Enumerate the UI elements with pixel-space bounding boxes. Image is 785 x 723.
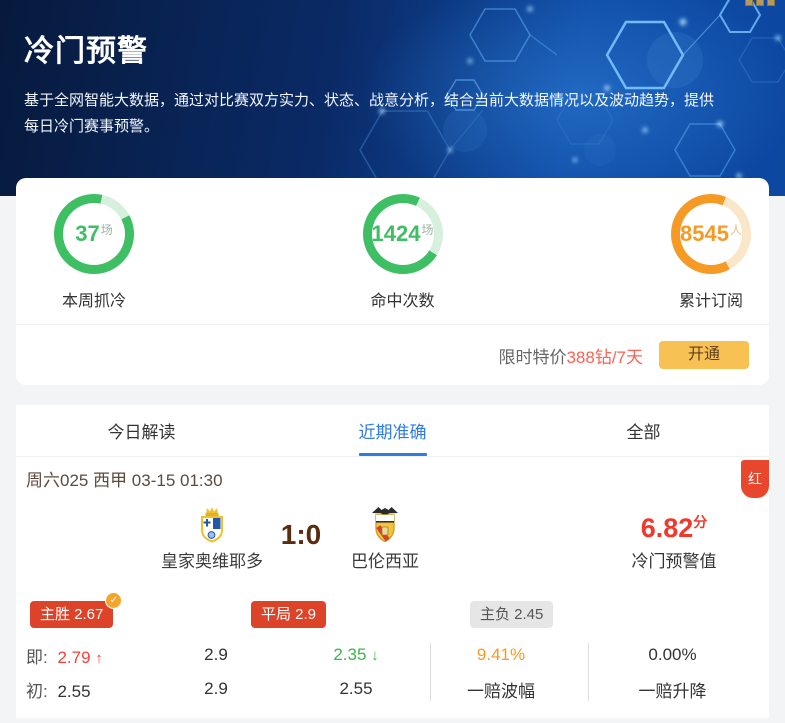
live-draw-odds: 2.9	[204, 645, 228, 664]
header-banner: 冷门预警 基于全网智能大数据，通过对比赛双方实力、状态、战意分析，结合当前大数据…	[0, 0, 785, 196]
stat-ring-hit-count: 1424场	[362, 194, 443, 274]
stats-divider	[16, 324, 769, 325]
badge-home-win: 主胜 2.67 ✓	[30, 592, 123, 628]
stat-unit: 人	[729, 223, 742, 237]
price-value: 388钻/7天	[566, 347, 643, 367]
home-team: 皇家奥维耶多	[137, 505, 287, 572]
stat-ring-weekly-upsets: 37场	[54, 194, 134, 274]
price-label: 限时特价388钻/7天	[498, 347, 643, 367]
warn-unit: 分	[693, 514, 708, 530]
match-header: 周六025 西甲 03-15 01:30 红	[16, 457, 769, 503]
change-label: 一赔升降	[638, 681, 707, 701]
column-divider	[430, 643, 431, 701]
live-home-odds: 2.79	[57, 647, 91, 667]
stat-label: 累计订阅	[678, 293, 743, 310]
result-badge: 红	[741, 460, 769, 498]
tab-today-analysis[interactable]: 今日解读	[107, 423, 176, 442]
odds-row-initial: 初: 2.55 2.9 2.55 一赔波幅 一赔升降	[16, 672, 769, 706]
init-label: 初:	[26, 681, 48, 701]
away-team-crest-icon	[310, 505, 460, 543]
warn-value: 6.82	[640, 513, 694, 543]
warn-label: 冷门预警值	[631, 552, 717, 571]
stat-label: 本周抓冷	[61, 293, 126, 310]
stat-unit: 场	[421, 223, 434, 237]
live-away-odds: 2.35	[333, 645, 367, 664]
teams-row: 皇家奥维耶多 1:0	[16, 503, 769, 593]
odds-badges: 主胜 2.67 ✓ 平局 2.9 主负 2.45	[16, 592, 769, 635]
stat-item-weekly-upsets: 37场 本周抓冷	[36, 194, 152, 324]
active-tab-underline	[358, 453, 427, 456]
down-arrow-icon: ↓	[371, 647, 379, 664]
volatility-value: 9.41%	[476, 645, 526, 664]
stat-value: 37	[75, 221, 100, 246]
open-subscription-button[interactable]: 开通	[659, 341, 749, 369]
badge-draw: 平局 2.9	[251, 601, 327, 628]
home-team-crest-icon	[137, 505, 287, 543]
change-value: 0.00%	[648, 645, 697, 664]
stats-card: 37场 本周抓冷 1424场 命中次数 8545人 累计订阅 限时特价388钻	[16, 178, 769, 385]
away-team-name: 巴伦西亚	[351, 552, 419, 571]
upset-warning-box: 6.82分 冷门预警值	[599, 513, 749, 572]
live-label: 即:	[26, 647, 48, 667]
match-card[interactable]: 周六025 西甲 03-15 01:30 红 皇家奥维耶多 1:0	[16, 457, 769, 706]
page-description-line2: 每日冷门赛事预警。	[24, 118, 160, 135]
stat-unit: 场	[100, 223, 113, 237]
home-team-name: 皇家奥维耶多	[161, 552, 263, 571]
away-team: 巴伦西亚	[310, 505, 460, 572]
corner-decoration-icon	[745, 0, 775, 6]
match-info: 周六025 西甲 03-15 01:30	[26, 471, 223, 490]
stat-item-hit-count: 1424场 命中次数	[345, 194, 461, 324]
stat-value: 1424	[371, 221, 421, 246]
page-title: 冷门预警	[24, 35, 148, 68]
init-home-odds: 2.55	[57, 681, 91, 701]
init-draw-odds: 2.9	[204, 679, 228, 698]
stat-value: 8545	[680, 221, 729, 246]
page-description-line1: 基于全网智能大数据，通过对比赛双方实力、状态、战意分析，结合当前大数据情况以及波…	[24, 92, 715, 109]
up-arrow-icon: ↑	[95, 649, 103, 667]
stat-ring-subscribers: 8545人	[671, 194, 751, 274]
stat-label: 命中次数	[370, 293, 435, 310]
check-icon: ✓	[105, 592, 123, 609]
tab-recent-accuracy[interactable]: 近期准确	[267, 405, 518, 456]
stat-item-subscribers: 8545人 累计订阅	[653, 194, 769, 324]
odds-table: 即: 2.79 ↑ 2.9 2.35 ↓ 9.41% 0.00% 初: 2.55…	[16, 638, 769, 706]
main-card: 今日解读 近期准确 全部 周六025 西甲 03-15 01:30 红	[16, 405, 769, 718]
column-divider	[588, 643, 589, 701]
page-description: 基于全网智能大数据，通过对比赛双方实力、状态、战意分析，结合当前大数据情况以及波…	[24, 88, 761, 140]
tabs: 今日解读 近期准确 全部	[16, 405, 769, 457]
badge-home-lose: 主负 2.45	[470, 601, 554, 628]
stats-row: 37场 本周抓冷 1424场 命中次数 8545人 累计订阅	[16, 178, 769, 324]
match-score: 1:0	[280, 519, 322, 550]
init-away-odds: 2.55	[339, 679, 373, 698]
odds-row-live: 即: 2.79 ↑ 2.9 2.35 ↓ 9.41% 0.00%	[16, 638, 769, 672]
subscribe-bar: 限时特价388钻/7天 开通	[16, 325, 769, 385]
tab-all[interactable]: 全部	[626, 423, 661, 442]
volatility-label: 一赔波幅	[467, 681, 535, 701]
